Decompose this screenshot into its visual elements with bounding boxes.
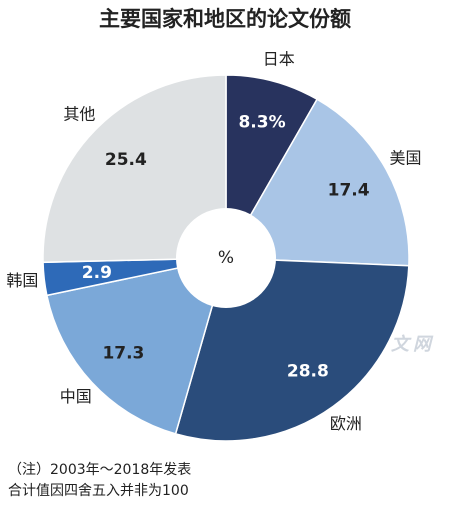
value-label: 17.4 — [328, 180, 370, 200]
note: 合计值因四舍五入并非为100 — [8, 483, 189, 499]
category-label: 韩国 — [6, 271, 38, 290]
category-label: 美国 — [390, 149, 422, 168]
category-label: 日本 — [263, 49, 295, 68]
slice — [42, 74, 227, 264]
category-label: 其他 — [63, 104, 95, 123]
slice — [45, 257, 228, 435]
center-label: % — [218, 248, 234, 268]
value-label: 28.8 — [287, 362, 329, 382]
category-label: 中国 — [60, 387, 92, 406]
note: （注）2003年～2018年发表 — [8, 462, 191, 478]
slice — [225, 74, 319, 261]
value-label: 17.3 — [102, 343, 144, 363]
donut-hole — [176, 208, 276, 308]
value-label: 2.9 — [82, 263, 112, 283]
category-label: 欧洲 — [330, 414, 362, 433]
chart-title: 主要国家和地区的论文份额 — [99, 7, 351, 31]
value-label: 25.4 — [105, 150, 147, 170]
value-label: 8.3% — [238, 113, 285, 133]
slice — [224, 98, 410, 267]
